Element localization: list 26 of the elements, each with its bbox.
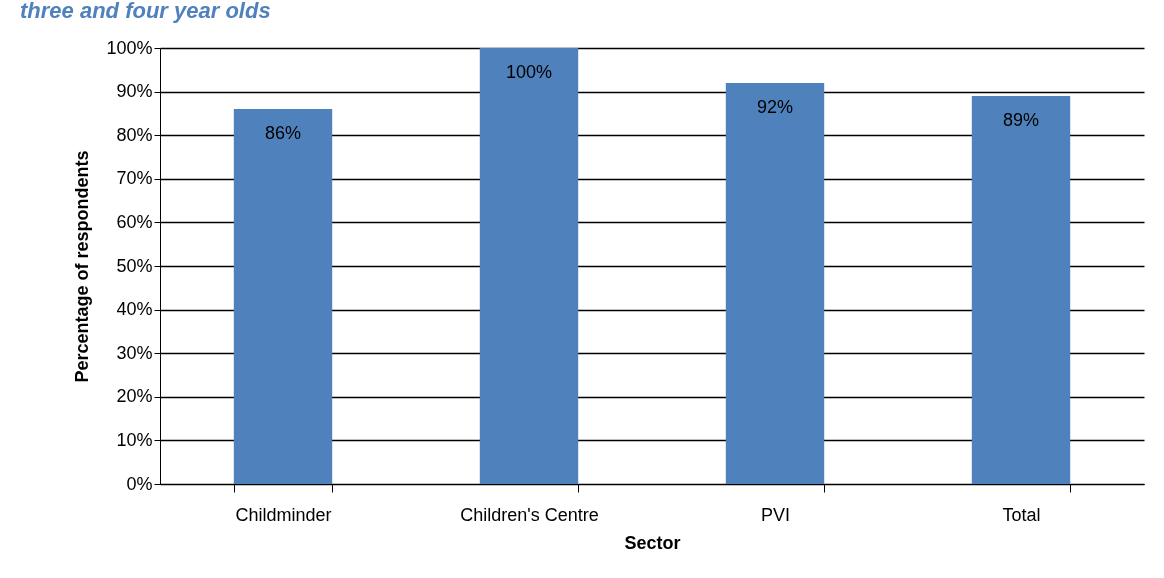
bar (233, 109, 333, 484)
data-label: 92% (756, 96, 794, 117)
x-axis-title: Sector (624, 532, 681, 553)
chart-title: three and four year olds (20, 0, 271, 23)
y-axis-title: Percentage of respondents (72, 150, 93, 383)
x-tick-label: Children's Centre (460, 504, 599, 525)
x-tick-label: Total (1002, 504, 1041, 525)
x-tick-label: Childminder (235, 504, 332, 525)
y-tick-label: 20% (116, 386, 153, 407)
x-tick-label: PVI (760, 504, 791, 525)
bar (479, 48, 579, 484)
y-tick-label: 80% (116, 124, 153, 145)
data-label: 86% (264, 123, 302, 144)
y-tick-label: 0% (126, 473, 153, 494)
bar (971, 95, 1071, 484)
y-tick-label: 70% (116, 168, 153, 189)
bar (725, 82, 825, 484)
y-tick-label: 40% (116, 299, 153, 320)
y-tick-label: 10% (116, 429, 153, 450)
data-label: 100% (505, 62, 553, 82)
y-tick-label: 50% (116, 255, 153, 276)
y-tick-label: 90% (116, 81, 153, 102)
data-label: 89% (1002, 109, 1040, 130)
y-tick-label: 30% (116, 342, 153, 363)
y-tick-label: 60% (116, 211, 153, 232)
y-tick-label: 100% (106, 37, 153, 58)
